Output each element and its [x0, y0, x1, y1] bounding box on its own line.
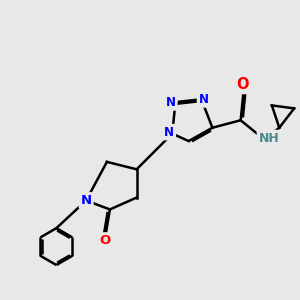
Text: N: N	[164, 126, 174, 139]
Text: O: O	[100, 234, 111, 247]
Text: N: N	[166, 96, 176, 109]
Text: NH: NH	[259, 132, 279, 145]
Text: N: N	[80, 194, 92, 207]
Text: N: N	[199, 93, 208, 106]
Text: O: O	[236, 77, 248, 92]
